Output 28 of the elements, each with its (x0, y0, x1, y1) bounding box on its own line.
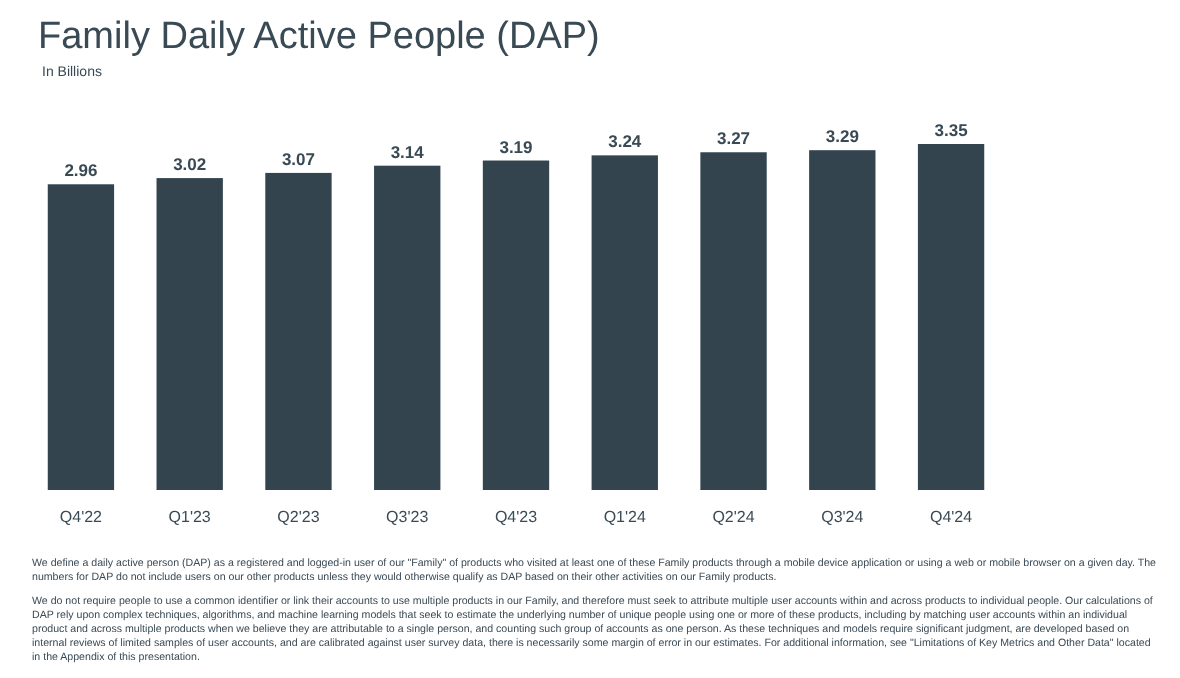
bar (47, 184, 115, 490)
x-tick-label: Q4'23 (494, 508, 539, 526)
x-tick-label: Q3'23 (386, 508, 430, 526)
x-tick-label: Q1'23 (168, 508, 212, 526)
x-tick-label: Q2'24 (712, 508, 756, 526)
data-label: 3.19 (499, 136, 534, 157)
bar (917, 144, 985, 490)
data-label: 3.24 (608, 131, 642, 152)
bar (700, 152, 767, 490)
bar (156, 178, 223, 490)
x-tick-label: Q4'24 (929, 508, 974, 526)
data-label: 3.35 (934, 120, 969, 140)
bar (265, 172, 332, 490)
bar (482, 160, 550, 490)
x-tick-label: Q4'22 (59, 508, 104, 526)
data-label: 2.96 (64, 160, 99, 181)
bar (591, 155, 658, 490)
data-label: 3.29 (825, 126, 860, 147)
x-tick-label: Q3'24 (821, 508, 865, 526)
data-label: 3.07 (281, 148, 316, 169)
bar (809, 150, 876, 490)
bar (374, 165, 441, 490)
data-label: 3.02 (173, 154, 207, 175)
data-label: 3.27 (716, 128, 751, 149)
x-tick-label: Q1'24 (603, 508, 647, 526)
x-tick-label: Q2'23 (277, 508, 321, 526)
chart-title: Family Daily Active People (DAP) (38, 16, 600, 58)
data-label: 3.14 (390, 141, 425, 162)
